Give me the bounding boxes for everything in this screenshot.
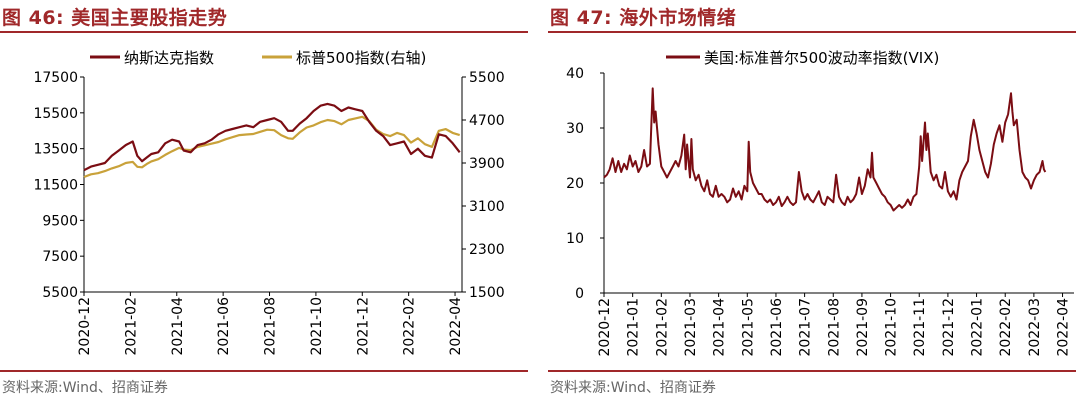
nasdaq-line [83,102,461,172]
title-rule [548,31,1076,33]
figure-47-panel: 图 47: 海外市场情绪 40 30 20 10 0 2020-12 2021-01 2021… [548,0,1076,400]
sp500-line [83,115,461,179]
figure-title: 图 47: 海外市场情绪 [550,7,737,29]
source-rule [548,370,1076,372]
x-tick-label: 2022-04 [448,297,464,356]
source-note: 资料来源:Wind、招商证券 [2,380,168,396]
right-y-tick-label: 5500 [469,70,505,86]
x-tick-label: 2022-02 [998,298,1014,357]
legend-label-sp500: 标普500指数(右轴) [296,49,426,67]
figure-46-panel: 图 46: 美国主要股指走势 17500 15500 13500 11500 9500 7… [0,0,528,400]
title-rule [0,31,528,33]
y-tick-label: 0 [575,286,584,302]
x-tick-label: 2021-11 [912,298,928,357]
x-tick-label: 2021-08 [263,297,279,356]
x-tick-label: 2021-06 [216,297,232,356]
right-y-tick-label: 1500 [469,285,505,301]
vix-chart: 40 30 20 10 0 2020-12 2021-01 2021-02 2021-03 202… [566,49,1074,357]
legend-label-nasdaq: 纳斯达克指数 [124,49,214,67]
x-tick-label: 2021-10 [884,298,900,357]
left-y-tick-label: 17500 [33,70,78,86]
left-y-tick-label: 13500 [33,142,78,158]
right-y-tick-label: 3100 [469,199,505,215]
left-y-tick-label: 15500 [33,106,78,122]
x-tick-label: 2021-02 [123,297,139,356]
index-trend-chart: 17500 15500 13500 11500 9500 7500 5500 5500 4700… [33,49,505,356]
vix-line [603,87,1047,212]
x-tick-label: 2021-09 [855,298,871,357]
x-tick-label: 2020-12 [77,297,93,356]
x-tick-label: 2021-06 [769,298,785,357]
right-y-tick-label: 3900 [469,156,505,172]
x-tick-label: 2021-02 [654,298,670,357]
source-rule [0,370,528,372]
y-tick-label: 30 [566,121,584,137]
y-tick-label: 40 [566,66,584,82]
x-tick-label: 2022-02 [402,297,418,356]
x-tick-label: 2020-12 [597,298,613,357]
x-tick-label: 2021-04 [170,297,186,356]
x-tick-label: 2021-03 [683,298,699,357]
right-y-tick-label: 2300 [469,242,505,258]
x-tick-label: 2021-01 [626,298,642,357]
x-tick-label: 2021-07 [798,298,814,357]
right-y-tick-label: 4700 [469,113,505,129]
x-tick-label: 2022-01 [970,298,986,357]
left-y-tick-label: 11500 [33,178,78,194]
x-tick-label: 2021-12 [941,298,957,357]
x-tick-label: 2022-04 [1056,298,1072,357]
x-tick-label: 2021-04 [712,298,728,357]
x-tick-label: 2021-05 [740,298,756,357]
left-y-tick-label: 5500 [42,285,78,301]
y-tick-label: 20 [566,176,584,192]
figure-title: 图 46: 美国主要股指走势 [2,7,228,29]
left-y-tick-label: 7500 [42,249,78,265]
y-tick-label: 10 [566,231,584,247]
source-note: 资料来源:Wind、招商证券 [550,380,716,396]
x-tick-label: 2021-08 [826,298,842,357]
x-tick-label: 2022-03 [1027,298,1043,357]
legend-label-vix: 美国:标准普尔500波动率指数(VIX) [704,49,939,67]
left-y-tick-label: 9500 [42,213,78,229]
x-tick-label: 2021-10 [309,297,325,356]
x-tick-label: 2021-12 [355,297,371,356]
